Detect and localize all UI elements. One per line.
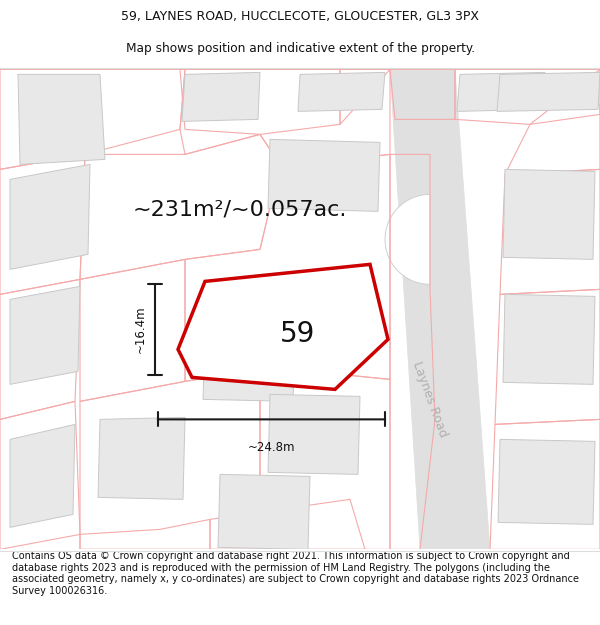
Text: 59: 59 [280, 319, 316, 348]
Polygon shape [457, 72, 545, 111]
Text: Map shows position and indicative extent of the property.: Map shows position and indicative extent… [125, 42, 475, 55]
Text: 59, LAYNES ROAD, HUCCLECOTE, GLOUCESTER, GL3 3PX: 59, LAYNES ROAD, HUCCLECOTE, GLOUCESTER,… [121, 11, 479, 23]
Polygon shape [10, 164, 90, 269]
Polygon shape [10, 286, 80, 384]
Polygon shape [98, 418, 185, 499]
Polygon shape [182, 72, 260, 121]
Polygon shape [298, 72, 385, 111]
Polygon shape [178, 264, 388, 389]
Polygon shape [562, 72, 600, 106]
Polygon shape [268, 394, 360, 474]
Polygon shape [18, 74, 105, 164]
Polygon shape [385, 194, 430, 284]
Polygon shape [10, 424, 75, 528]
Polygon shape [218, 474, 310, 549]
Text: ~24.8m: ~24.8m [248, 441, 295, 454]
Polygon shape [497, 72, 600, 111]
Text: Laynes Road: Laynes Road [410, 359, 450, 439]
Text: ~16.4m: ~16.4m [133, 306, 146, 353]
Polygon shape [498, 439, 595, 524]
Text: ~231m²/~0.057ac.: ~231m²/~0.057ac. [133, 199, 347, 219]
Polygon shape [203, 329, 295, 401]
Polygon shape [503, 294, 595, 384]
Polygon shape [503, 169, 595, 259]
Text: Contains OS data © Crown copyright and database right 2021. This information is : Contains OS data © Crown copyright and d… [12, 551, 579, 596]
Polygon shape [390, 69, 490, 549]
Polygon shape [268, 139, 380, 211]
